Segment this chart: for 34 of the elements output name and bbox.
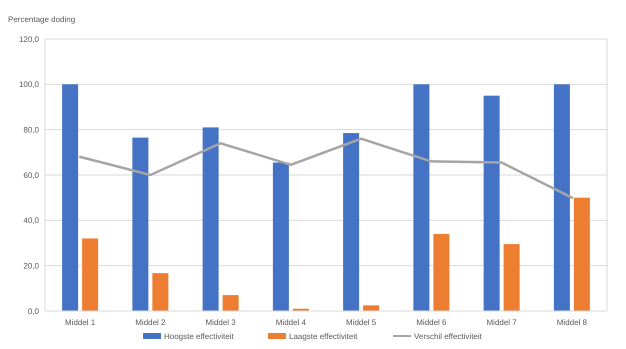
bar: [574, 198, 590, 311]
bar: [343, 133, 360, 311]
y-tick-label: 80,0: [23, 125, 40, 134]
bar: [132, 138, 148, 311]
bar: [413, 84, 430, 311]
y-tick-label: 20,0: [23, 261, 40, 270]
x-tick-label: Middel 5: [346, 318, 377, 327]
bar: [82, 238, 98, 311]
bar: [222, 295, 239, 311]
x-tick-label: Middel 6: [416, 318, 448, 327]
y-tick-label: 100,0: [18, 80, 40, 90]
bar: [152, 273, 168, 311]
x-tick-label: Middel 3: [206, 318, 236, 327]
bar: [202, 127, 219, 311]
y-tick-label: 60,0: [23, 170, 40, 180]
y-tick-label: 0,0: [28, 306, 40, 316]
y-axis-title: Percentage doding: [8, 15, 76, 24]
bar: [62, 84, 78, 311]
x-tick-label: Middel 8: [556, 318, 588, 327]
legend-label: Hoogste effectiviteit: [164, 332, 234, 341]
legend-label: Laagste effectiviteit: [289, 332, 358, 341]
y-tick-label: 40,0: [23, 216, 40, 226]
line-series: [78, 137, 574, 199]
x-tick-label: Middel 2: [135, 318, 166, 327]
bar: [554, 84, 570, 311]
x-tick-label: Middel 7: [486, 318, 518, 327]
bar: [504, 244, 520, 311]
x-tick-label: Middel 1: [65, 318, 96, 327]
bar: [272, 162, 289, 311]
y-tick-label: 120,0: [18, 34, 40, 44]
bar: [433, 234, 450, 311]
legend-label: Verschil effectiviteit: [414, 332, 483, 341]
bar: [484, 96, 500, 311]
x-tick-label: Middel 4: [276, 318, 307, 327]
